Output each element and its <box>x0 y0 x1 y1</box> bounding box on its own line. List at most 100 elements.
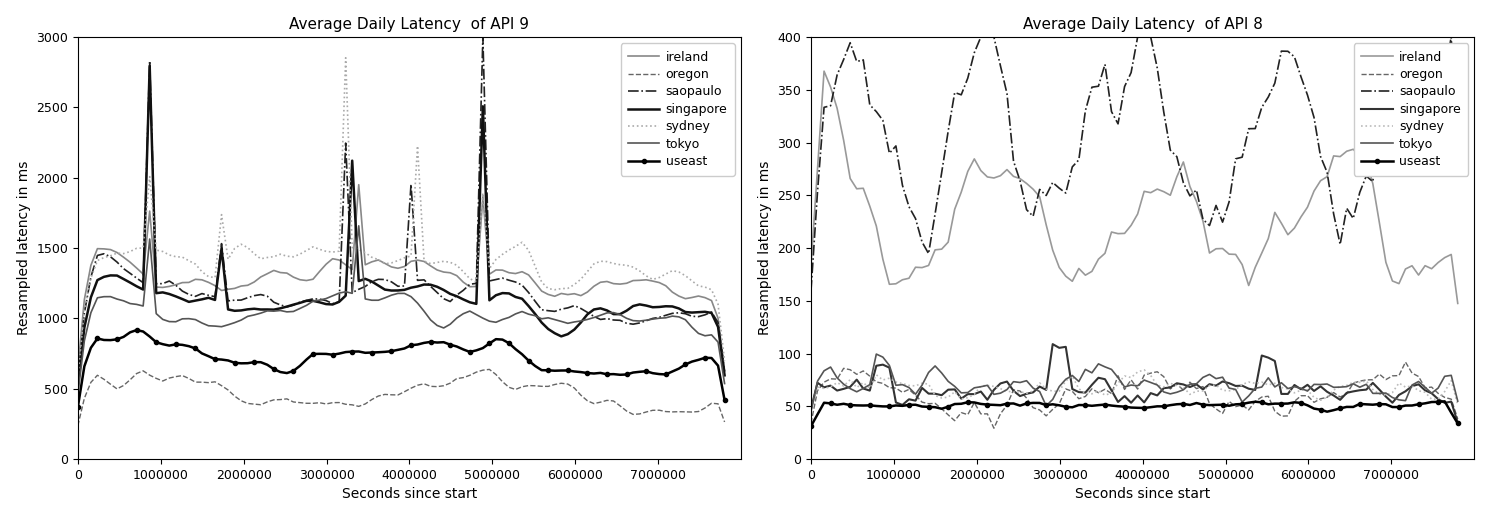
singapore <box>1194 386 1212 393</box>
Line: useast: useast <box>810 399 1460 428</box>
saopaulo <box>474 34 492 40</box>
oregon <box>480 366 498 372</box>
Line: useast: useast <box>76 328 726 409</box>
Line: singapore: singapore <box>811 344 1458 423</box>
ireland <box>689 293 707 299</box>
oregon <box>1409 373 1427 380</box>
tokyo <box>933 370 951 376</box>
useast <box>802 423 820 429</box>
X-axis label: Seconds since start: Seconds since start <box>341 487 477 501</box>
Line: sydney: sydney <box>78 57 725 377</box>
Line: singapore: singapore <box>78 66 725 386</box>
saopaulo <box>669 310 687 316</box>
saopaulo <box>1194 216 1212 222</box>
singapore <box>1403 383 1421 389</box>
singapore <box>953 396 971 402</box>
Line: oregon: oregon <box>811 362 1458 428</box>
useast <box>200 353 218 359</box>
ireland <box>802 263 820 269</box>
oregon <box>926 400 944 407</box>
sydney <box>337 54 355 61</box>
Legend: ireland, oregon, saopaulo, singapore, sydney, tokyo, useast: ireland, oregon, saopaulo, singapore, sy… <box>620 43 735 176</box>
oregon <box>403 385 420 391</box>
singapore <box>1449 420 1467 426</box>
Line: saopaulo: saopaulo <box>78 37 725 381</box>
sydney <box>1403 383 1421 389</box>
singapore <box>716 372 734 379</box>
useast <box>1135 405 1153 411</box>
Line: oregon: oregon <box>78 369 725 426</box>
tokyo <box>1422 390 1440 396</box>
saopaulo <box>1449 163 1467 169</box>
sydney <box>219 256 237 263</box>
sydney <box>1194 388 1212 394</box>
Line: tokyo: tokyo <box>78 226 725 394</box>
oregon <box>1449 416 1467 422</box>
singapore <box>669 305 687 311</box>
oregon <box>716 419 734 425</box>
singapore <box>409 283 426 290</box>
tokyo <box>192 320 210 326</box>
singapore <box>69 383 86 390</box>
tokyo <box>1194 375 1212 381</box>
oregon <box>455 375 473 381</box>
saopaulo <box>953 92 971 98</box>
useast <box>1187 400 1205 406</box>
Line: ireland: ireland <box>811 71 1458 304</box>
singapore <box>926 391 944 397</box>
singapore <box>1044 341 1062 347</box>
sydney <box>409 143 426 149</box>
sydney <box>461 276 479 282</box>
ireland <box>192 277 210 283</box>
tokyo <box>409 300 426 306</box>
oregon <box>689 408 707 414</box>
tokyo <box>69 391 86 397</box>
saopaulo <box>69 378 86 384</box>
sydney <box>716 358 734 364</box>
ireland <box>1422 266 1440 272</box>
ireland <box>933 246 951 252</box>
oregon <box>192 379 210 385</box>
saopaulo <box>802 287 820 294</box>
sydney <box>669 269 687 275</box>
Title: Average Daily Latency  of API 8: Average Daily Latency of API 8 <box>1023 17 1263 32</box>
ireland <box>1194 218 1212 224</box>
Line: tokyo: tokyo <box>811 354 1458 411</box>
ireland <box>959 168 977 175</box>
tokyo <box>1449 398 1467 404</box>
tokyo <box>1403 382 1421 388</box>
tokyo <box>669 314 687 320</box>
useast <box>1397 402 1415 409</box>
ireland <box>461 283 479 290</box>
oregon <box>1430 390 1448 396</box>
singapore <box>802 406 820 412</box>
singapore <box>200 295 218 301</box>
singapore <box>1422 390 1440 396</box>
saopaulo <box>219 298 237 304</box>
sydney <box>1449 401 1467 408</box>
Line: sydney: sydney <box>811 370 1458 408</box>
Y-axis label: Resampled latency in ms: Resampled latency in ms <box>757 161 772 335</box>
saopaulo <box>192 291 210 297</box>
tokyo <box>959 390 977 396</box>
oregon <box>802 420 820 426</box>
Y-axis label: Resampled latency in ms: Resampled latency in ms <box>16 161 31 335</box>
saopaulo <box>455 287 473 293</box>
ireland <box>350 182 368 188</box>
useast <box>225 359 243 366</box>
singapore <box>140 63 158 69</box>
tokyo <box>689 330 707 337</box>
ireland <box>1449 300 1467 307</box>
tokyo <box>868 351 886 357</box>
useast <box>128 327 146 333</box>
useast <box>409 341 426 348</box>
saopaulo <box>689 313 707 320</box>
sydney <box>69 374 86 380</box>
sydney <box>1142 372 1160 379</box>
oregon <box>1397 359 1415 365</box>
tokyo <box>802 408 820 414</box>
Line: ireland: ireland <box>78 185 725 371</box>
useast <box>69 404 86 410</box>
saopaulo <box>926 211 944 217</box>
sydney <box>1422 396 1440 402</box>
